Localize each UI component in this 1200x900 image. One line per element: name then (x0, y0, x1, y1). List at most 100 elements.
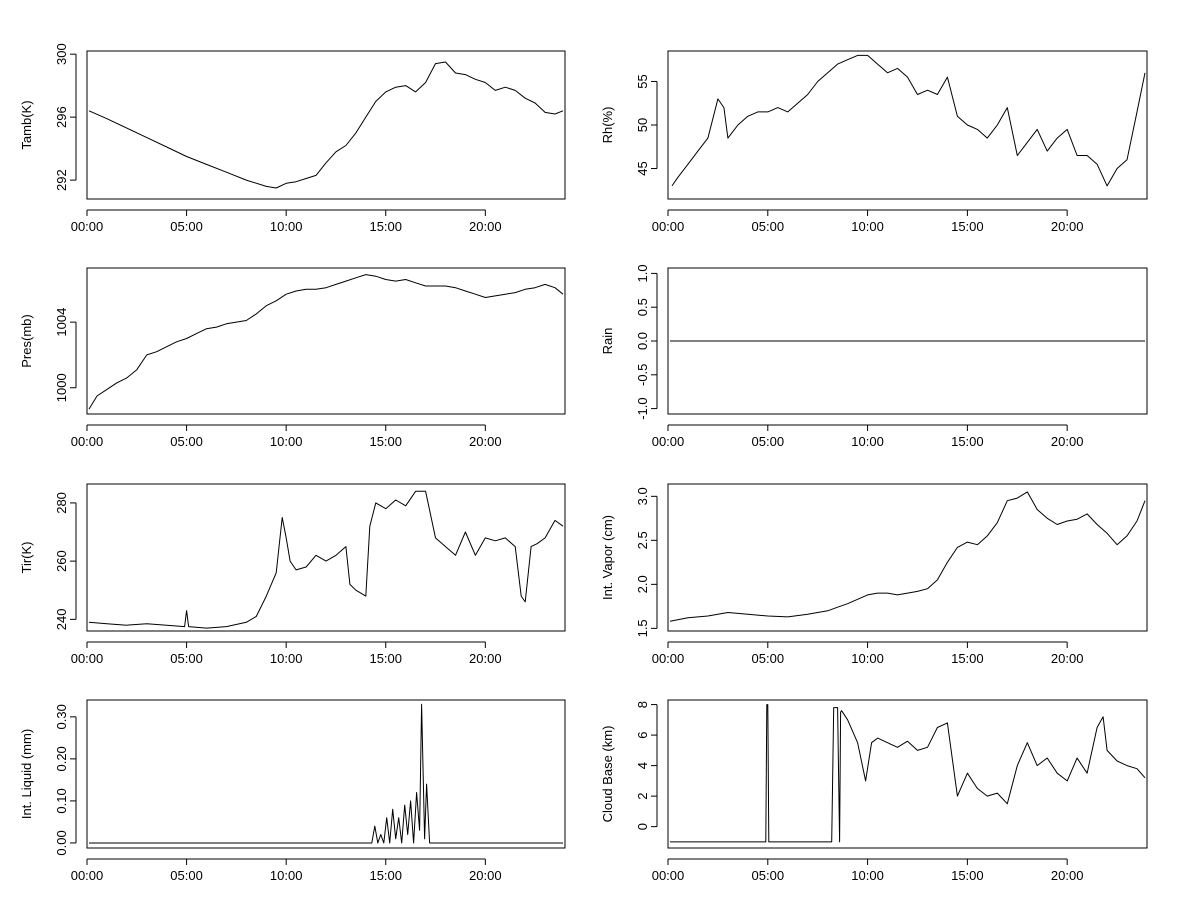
y-tick-label: 0 (635, 823, 650, 830)
y-axis-label: Rain (600, 328, 615, 355)
y-tick-label: 0.0 (635, 332, 650, 350)
x-tick-label: 05:00 (170, 434, 203, 449)
x-tick-label: 20:00 (469, 651, 502, 666)
x-tick-label: 00:00 (652, 219, 685, 234)
x-tick-label: 05:00 (752, 219, 785, 234)
plot-frame (86, 699, 566, 849)
x-tick-label: 00:00 (652, 868, 685, 883)
x-tick-label: 15:00 (951, 868, 984, 883)
x-tick-label: 00:00 (71, 434, 104, 449)
y-tick-label: 260 (54, 550, 69, 572)
x-tick-label: 05:00 (752, 651, 785, 666)
plot-frame (667, 699, 1148, 849)
y-tick-label: 300 (54, 43, 69, 65)
x-tick-label: 05:00 (170, 868, 203, 883)
x-tick-label: 20:00 (469, 219, 502, 234)
series-line (671, 54, 1146, 187)
y-tick-label: 2.0 (635, 575, 650, 593)
y-tick-label: 1.0 (635, 264, 650, 282)
y-tick-label: 55 (635, 74, 650, 88)
chart-panel-1: 00:00 05:00 10:00 15:00 20:00 45 50 55 Rh(%) (600, 50, 1148, 234)
x-tick-label: 20:00 (469, 434, 502, 449)
x-tick-label: 00:00 (71, 219, 104, 234)
y-tick-label: 2 (635, 793, 650, 800)
x-tick-label: 10:00 (270, 434, 303, 449)
y-tick-label: 8 (635, 701, 650, 708)
y-tick-label: 296 (54, 106, 69, 128)
x-tick-label: 15:00 (369, 434, 402, 449)
y-tick-label: 0.20 (54, 746, 69, 771)
x-tick-label: 10:00 (270, 868, 303, 883)
x-tick-label: 20:00 (1051, 434, 1084, 449)
y-tick-label: 0.30 (54, 704, 69, 729)
plot-frame (667, 267, 1148, 415)
series-line (89, 703, 563, 844)
x-tick-label: 05:00 (170, 651, 203, 666)
x-tick-label: 00:00 (71, 868, 104, 883)
x-tick-label: 20:00 (1051, 868, 1084, 883)
y-axis-label: Cloud Base (km) (600, 726, 615, 823)
y-tick-label: 45 (635, 161, 650, 175)
plot-frame (667, 483, 1148, 632)
x-tick-label: 10:00 (270, 219, 303, 234)
y-tick-label: 1000 (54, 373, 69, 402)
y-axis-label: Int. Liquid (mm) (19, 729, 34, 819)
x-tick-label: 20:00 (1051, 651, 1084, 666)
x-tick-label: 10:00 (270, 651, 303, 666)
x-tick-label: 10:00 (851, 651, 884, 666)
y-tick-label: -1.0 (635, 397, 650, 419)
x-tick-label: 15:00 (951, 434, 984, 449)
y-tick-label: 4 (635, 762, 650, 769)
series-line (88, 274, 564, 410)
y-tick-label: 0.00 (54, 830, 69, 855)
plot-frame (86, 483, 566, 632)
x-tick-label: 10:00 (851, 868, 884, 883)
x-tick-label: 15:00 (369, 651, 402, 666)
y-tick-label: -0.5 (635, 364, 650, 386)
series-line (669, 491, 1146, 622)
x-tick-label: 05:00 (752, 434, 785, 449)
plot-frame (86, 50, 566, 200)
y-tick-label: 3.0 (635, 487, 650, 505)
x-tick-label: 00:00 (652, 434, 685, 449)
series-line (88, 61, 564, 189)
chart-panel-6: 00:00 05:00 10:00 15:00 20:00 0.00 0.10 0.20 0.3… (19, 699, 566, 883)
y-tick-label: 0.10 (54, 788, 69, 813)
x-tick-label: 10:00 (851, 219, 884, 234)
x-tick-label: 05:00 (170, 219, 203, 234)
series-line (670, 704, 1146, 843)
y-axis-label: Tamb(K) (19, 100, 34, 149)
y-axis-label: Tir(K) (19, 541, 34, 573)
y-tick-label: 240 (54, 609, 69, 631)
y-axis-label: Int. Vapor (cm) (600, 515, 615, 600)
y-tick-label: 2.5 (635, 531, 650, 549)
x-tick-label: 00:00 (71, 651, 104, 666)
chart-panel-3: 00:00 05:00 10:00 15:00 20:00 -1.0 -0.5 0.0 0.5 1… (600, 264, 1148, 449)
y-tick-label: 0.5 (635, 298, 650, 316)
x-tick-label: 15:00 (951, 651, 984, 666)
y-axis-label: Pres(mb) (19, 314, 34, 367)
y-tick-label: 280 (54, 492, 69, 514)
plot-frame (86, 267, 566, 415)
chart-panel-2: 00:00 05:00 10:00 15:00 20:00 1000 1004 Pres(mb… (19, 267, 566, 449)
y-tick-label: 50 (635, 118, 650, 132)
y-tick-label: 6 (635, 731, 650, 738)
chart-panel-7: 00:00 05:00 10:00 15:00 20:00 0 2 4 6 8 Cloud Base… (600, 699, 1148, 883)
chart-panel-4: 00:00 05:00 10:00 15:00 20:00 240 260 280 Tir(K) (19, 483, 566, 666)
x-tick-label: 00:00 (652, 651, 685, 666)
x-tick-label: 20:00 (469, 868, 502, 883)
x-tick-label: 15:00 (369, 868, 402, 883)
y-axis-label: Rh(%) (600, 107, 615, 144)
series-line (88, 490, 564, 629)
y-tick-label: 1.5 (635, 619, 650, 637)
x-tick-label: 05:00 (752, 868, 785, 883)
x-tick-label: 15:00 (369, 219, 402, 234)
x-tick-label: 20:00 (1051, 219, 1084, 234)
plot-frame (667, 50, 1148, 200)
chart-panel-0: 00:00 05:00 10:00 15:00 20:00 292 296 300 Tamb(K… (19, 43, 566, 234)
y-tick-label: 1004 (54, 308, 69, 337)
y-tick-label: 292 (54, 169, 69, 191)
x-tick-label: 15:00 (951, 219, 984, 234)
x-tick-label: 10:00 (851, 434, 884, 449)
